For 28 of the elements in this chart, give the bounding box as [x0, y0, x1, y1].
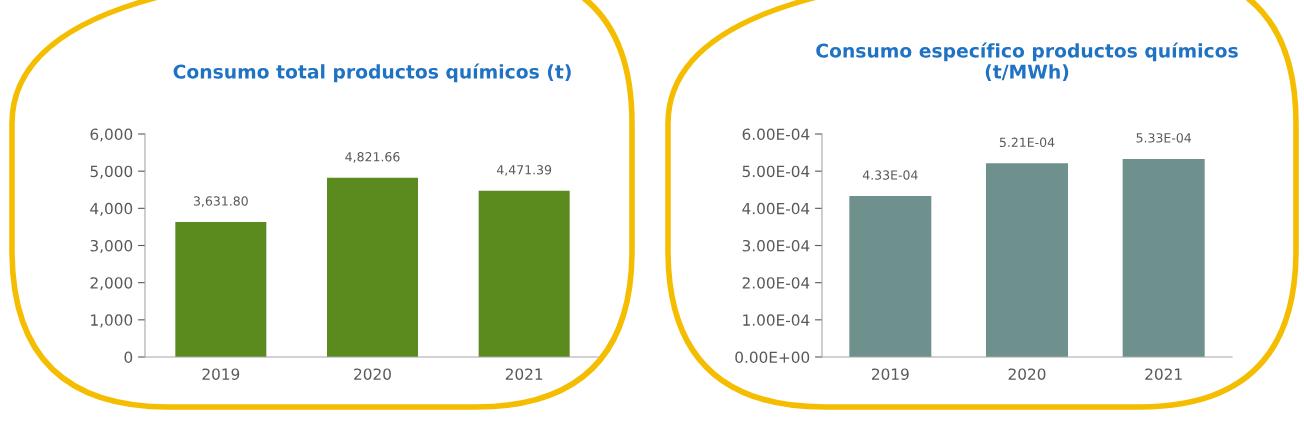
data-label: 5.33E-04 — [1136, 133, 1192, 143]
x-tick-label: 2021 — [1145, 368, 1182, 380]
y-tick-label: 5.00E-04 — [742, 165, 810, 178]
x-tick-label: 2019 — [202, 368, 240, 380]
chart-title: Consumo específico productos químicos (t/MWh) — [816, 42, 1238, 81]
data-label: 4.33E-04 — [862, 170, 918, 180]
y-tick-label: 3.00E-04 — [742, 239, 810, 252]
y-tick-label: 0 — [124, 351, 133, 364]
y-tick-label: 2,000 — [90, 277, 133, 291]
data-label: 3,631.80 — [193, 196, 248, 207]
y-tick-label: 1.00E-04 — [743, 314, 810, 326]
data-label: 5.21E-04 — [999, 137, 1055, 148]
data-label: 4,471.39 — [496, 165, 552, 176]
y-tick-label: 4,000 — [90, 202, 133, 216]
y-tick-label: 1,000 — [91, 314, 133, 328]
y-tick-label: 5,000 — [90, 165, 133, 179]
data-label: 4,821.66 — [345, 152, 400, 163]
x-tick-label: 2019 — [872, 368, 909, 380]
y-tick-label: 3,000 — [90, 239, 133, 254]
chart-title: Consumo total productos químicos (t) — [173, 63, 571, 83]
y-tick-label: 4.00E-04 — [742, 202, 810, 215]
y-tick-label: 6,000 — [90, 128, 133, 142]
y-tick-label: 2.00E-04 — [742, 277, 810, 289]
y-tick-label: 0.00E+00 — [735, 351, 810, 364]
x-tick-label: 2020 — [1008, 368, 1046, 380]
x-tick-label: 2020 — [354, 368, 391, 380]
x-tick-label: 2021 — [505, 368, 543, 380]
y-tick-label: 6.00E-04 — [742, 128, 810, 141]
